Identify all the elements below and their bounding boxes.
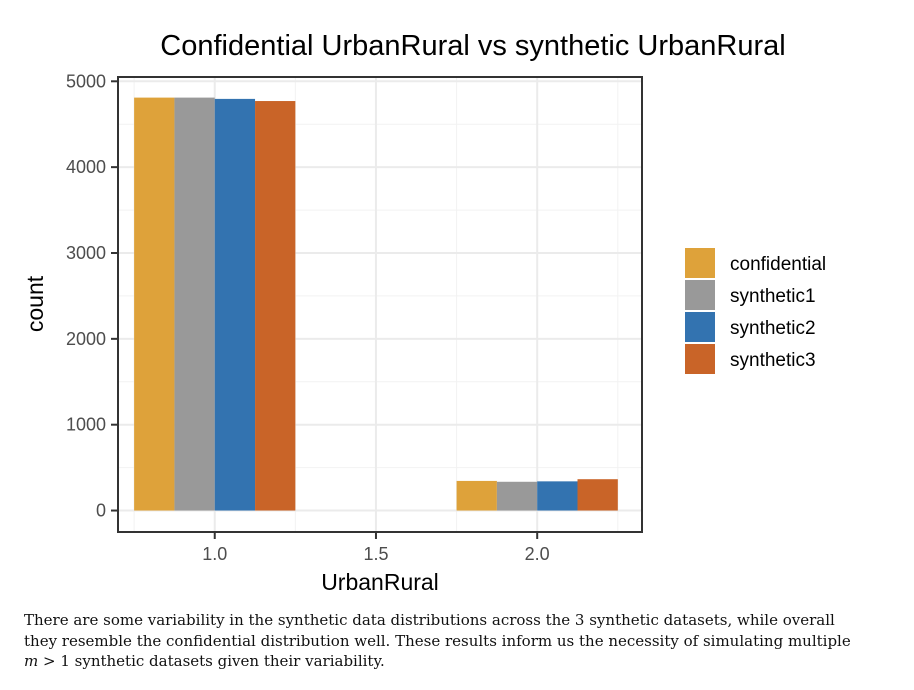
legend-key-synthetic3 (685, 344, 715, 374)
chart-title: Confidential UrbanRural vs synthetic Urb… (160, 30, 785, 62)
y-axis-label: count (22, 275, 48, 332)
caption-line-3: m > 1 synthetic datasets given their var… (24, 651, 890, 672)
y-tick-label: 3000 (66, 243, 106, 263)
legend-label-confidential: confidential (730, 254, 826, 275)
bar-synthetic2 (537, 481, 578, 511)
x-tick-label: 1.5 (363, 544, 388, 564)
caption-math-rel: > 1 (38, 652, 70, 670)
caption-line-3-rest: synthetic datasets given their variabili… (69, 652, 385, 670)
legend-key-synthetic1 (685, 280, 715, 310)
bar-synthetic1 (496, 481, 538, 511)
bar-synthetic2 (214, 98, 256, 511)
bar-synthetic3 (577, 479, 618, 511)
bar-confidential (134, 97, 175, 511)
caption-line-1: There are some variability in the synthe… (24, 611, 835, 629)
bar-confidential (456, 480, 497, 511)
y-tick-label: 4000 (66, 157, 106, 177)
caption-line-2: they resemble the confidential distribut… (24, 631, 851, 650)
x-tick-label: 2.0 (525, 544, 550, 564)
legend-label-synthetic1: synthetic1 (730, 286, 816, 307)
legend-label-synthetic3: synthetic3 (730, 350, 816, 371)
bars (134, 97, 618, 511)
bar-chart: Confidential UrbanRural vs synthetic Urb… (22, 30, 826, 595)
x-axis-label: UrbanRural (321, 569, 439, 595)
bar-synthetic1 (174, 97, 215, 511)
legend-key-synthetic2 (685, 312, 715, 342)
y-tick-label: 0 (96, 501, 106, 521)
y-tick-label: 2000 (66, 329, 106, 349)
y-tick-label: 1000 (66, 415, 106, 435)
legend: confidential synthetic1 synthetic2 syntheti… (685, 248, 826, 374)
plot-panel-border (117, 76, 643, 533)
y-tick-label: 5000 (66, 71, 106, 91)
figure-caption: There are some variability in the synthe… (24, 610, 890, 672)
caption-math-m: m (24, 652, 39, 670)
x-axis: 1.0 1.5 2.0 (202, 532, 550, 564)
bar-synthetic3 (255, 101, 296, 511)
legend-key-confidential (685, 248, 715, 278)
x-tick-label: 1.0 (202, 544, 227, 564)
y-axis: 0 1000 2000 3000 4000 5000 (66, 71, 118, 521)
legend-label-synthetic2: synthetic2 (730, 318, 816, 339)
